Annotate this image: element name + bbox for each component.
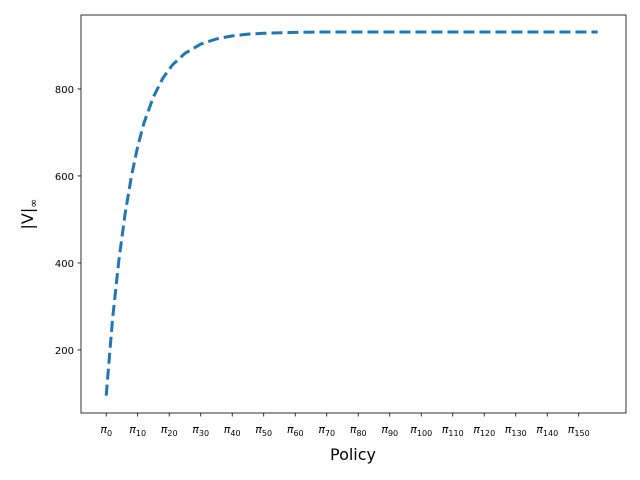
x-tick-label-base: π: [505, 423, 512, 436]
x-tick-label-sub: 120: [480, 429, 495, 438]
x-tick-label-base: π: [224, 423, 231, 436]
plot-area: [81, 15, 626, 413]
x-axis-ticks: π0 π10 π20 π30 π40 π50 π60 π70 π80 π90 π100 π110 π12…: [100, 413, 590, 438]
x-tick-label-base: π: [255, 423, 262, 436]
y-axis-label-sub: ∞: [27, 199, 40, 208]
x-tick-label: π60: [287, 423, 304, 438]
x-tick-label-base: π: [568, 423, 575, 436]
x-tick-label-base: π: [350, 423, 357, 436]
x-tick-label-base: π: [129, 423, 136, 436]
x-tick-label: π100: [410, 423, 432, 438]
x-tick-label-base: π: [287, 423, 294, 436]
plot-frame: [80, 14, 627, 414]
x-tick-label-base: π: [473, 423, 480, 436]
x-axis-label: Policy: [330, 445, 376, 464]
x-tick-label-base: π: [536, 423, 543, 436]
x-tick-label-sub: 10: [136, 429, 146, 438]
x-tick-label-base: π: [100, 423, 107, 436]
x-tick-label: π50: [255, 423, 272, 438]
x-tick-label-sub: 150: [574, 429, 589, 438]
y-tick-label: 400: [55, 259, 74, 270]
x-tick-label: π70: [318, 423, 335, 438]
series-layer: [104, 30, 598, 396]
x-tick-label-sub: 30: [199, 429, 209, 438]
y-tick-label: 800: [55, 85, 74, 96]
x-tick-label-sub: 90: [388, 429, 398, 438]
x-tick-label: π110: [442, 423, 464, 438]
x-tick-label-base: π: [161, 423, 168, 436]
x-tick-label: π80: [350, 423, 367, 438]
x-tick-label-sub: 130: [511, 429, 526, 438]
x-tick-label-sub: 100: [417, 429, 432, 438]
x-tick-label: π10: [129, 423, 146, 438]
x-tick-label-base: π: [410, 423, 417, 436]
x-tick-label: π40: [224, 423, 241, 438]
x-tick-label: π120: [473, 423, 495, 438]
x-tick-label: π140: [536, 423, 558, 438]
x-tick-label: π90: [381, 423, 398, 438]
x-tick-label-sub: 110: [448, 429, 463, 438]
x-tick-label: π20: [161, 423, 178, 438]
x-tick-label-sub: 40: [230, 429, 240, 438]
x-tick-label-sub: 50: [262, 429, 272, 438]
x-tick-label-base: π: [442, 423, 449, 436]
series-line-0: [104, 30, 598, 396]
y-axis-ticks: 200 400 600 800: [55, 85, 81, 357]
x-tick-label-base: π: [318, 423, 325, 436]
y-axis-label: |V|∞: [18, 199, 40, 230]
x-tick-label: π130: [505, 423, 527, 438]
x-tick-label: π30: [192, 423, 209, 438]
y-tick-label: 600: [55, 172, 74, 183]
y-tick-label: 200: [55, 346, 74, 357]
x-tick-label-sub: 0: [107, 429, 112, 438]
x-tick-label-sub: 20: [167, 429, 177, 438]
y-axis-label-base: |V|: [18, 208, 37, 230]
x-tick-label-sub: 70: [325, 429, 335, 438]
x-tick-label: π0: [100, 423, 112, 438]
x-tick-label: π150: [568, 423, 590, 438]
x-tick-label-base: π: [381, 423, 388, 436]
x-tick-label-base: π: [192, 423, 199, 436]
x-tick-label-sub: 140: [543, 429, 558, 438]
x-tick-label-sub: 60: [293, 429, 303, 438]
x-tick-label-sub: 80: [356, 429, 366, 438]
